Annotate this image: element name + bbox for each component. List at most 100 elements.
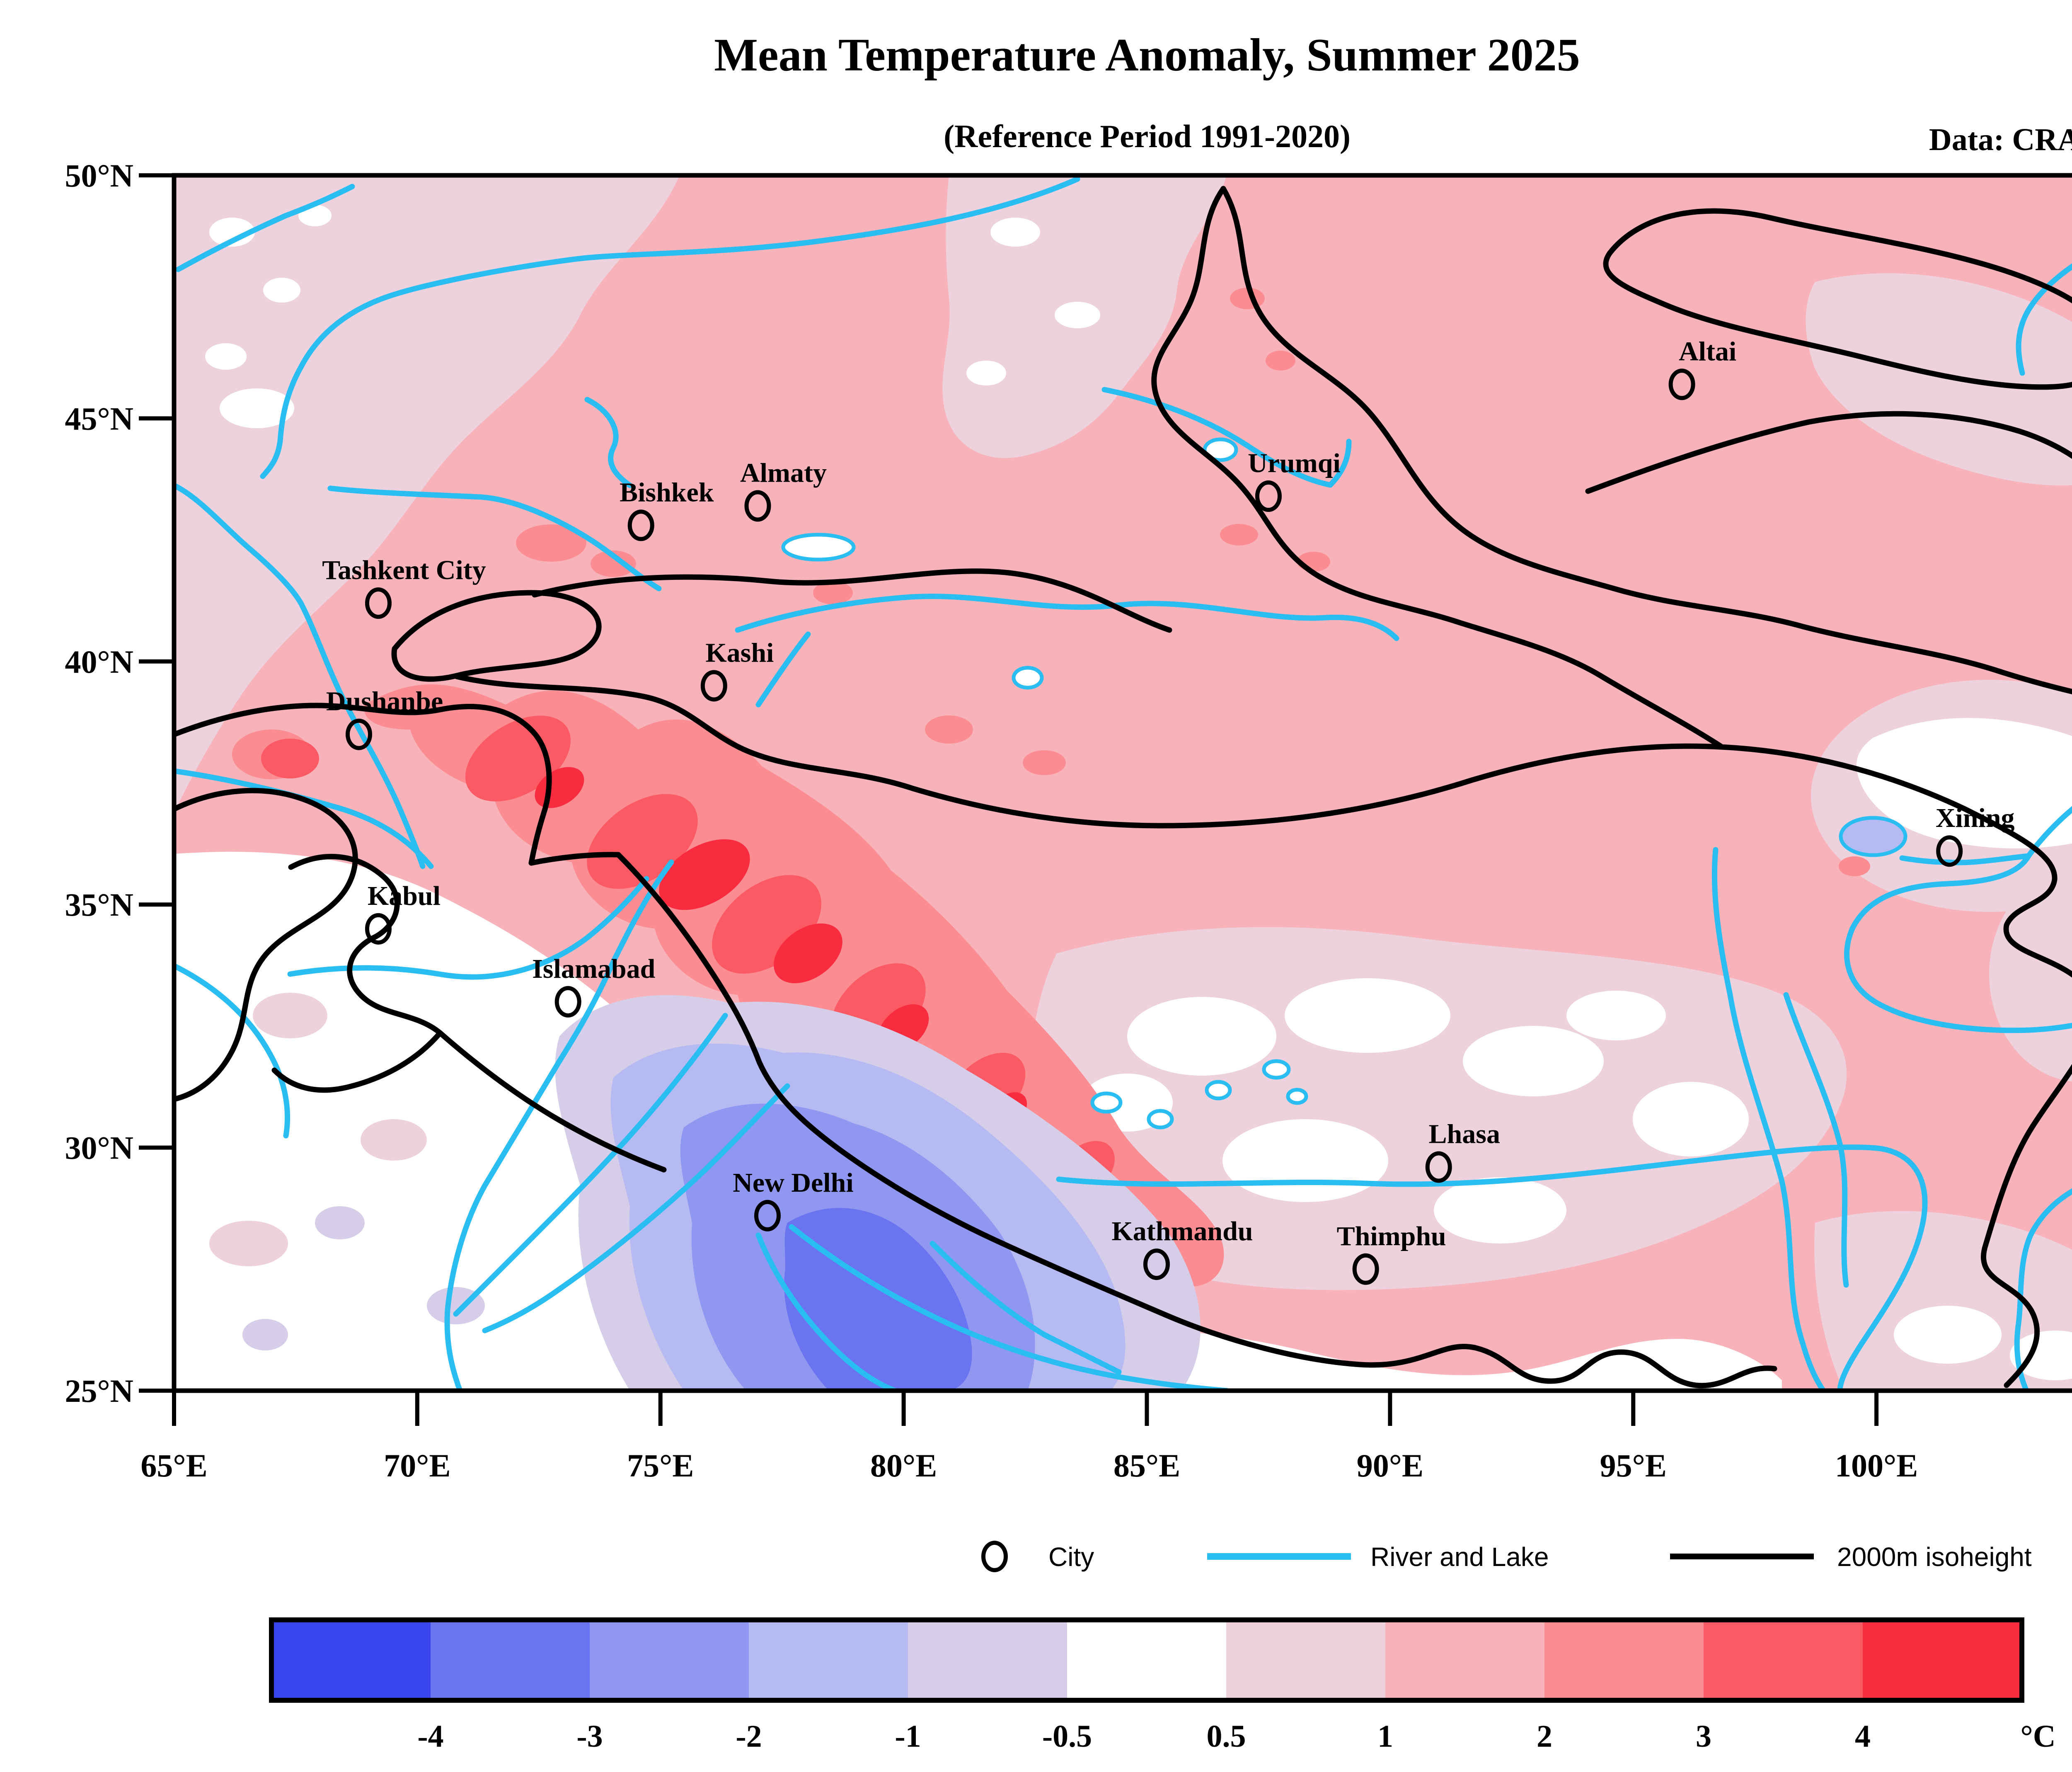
colorbar-tick-label: -4 (417, 1719, 443, 1754)
y-tick-label: 25°N (65, 1373, 133, 1409)
legend-river-label: River and Lake (1370, 1542, 1549, 1572)
isoheight-contour (615, 852, 1777, 1389)
city-marker (744, 490, 771, 522)
city-label: Thimphu (1337, 1221, 1446, 1251)
city-label: Bishkek (620, 477, 714, 507)
river (755, 631, 811, 708)
city-marker (346, 718, 373, 750)
lake (1147, 1109, 1174, 1130)
river (1783, 992, 1849, 1288)
colorbar-segment (749, 1620, 908, 1700)
city-label: Urumqi (1248, 448, 1341, 478)
legend-isoheight-label: 2000m isoheight (1837, 1542, 2032, 1572)
lake (1203, 437, 1238, 462)
colorbar-segment (1226, 1620, 1386, 1700)
river (1056, 1144, 1928, 1391)
river (174, 482, 426, 869)
city-label: Kashi (705, 638, 774, 668)
isoheight-contour (1151, 186, 1723, 749)
city-marker (365, 587, 392, 619)
river (175, 184, 355, 272)
colorbar-segment (1704, 1620, 1863, 1700)
city-label: Lhasa (1429, 1119, 1500, 1149)
city-marker (1255, 480, 1282, 512)
x-tick-label: 90°E (1357, 1447, 1423, 1484)
colorbar-segment (908, 1620, 1067, 1700)
lakes (781, 437, 1907, 1130)
river (755, 1232, 898, 1391)
river (260, 176, 1080, 479)
city-label: Tashkent City (322, 555, 486, 585)
city-label: Almaty (740, 458, 827, 488)
lake (1012, 666, 1044, 690)
city-marker (700, 670, 727, 702)
cities-group: Tashkent City Bishkek Almaty Urumqi Altai Dus… (322, 336, 2015, 1285)
colorbar-labels: -4 -3 -2 -1 -0.5 0.5 1 2 3 4 (417, 1719, 1871, 1754)
river (789, 1224, 1230, 1391)
isoheight-contour (391, 590, 602, 682)
x-tick-label: 95°E (1600, 1447, 1667, 1484)
isoheight-contour (1220, 186, 2072, 695)
river (1711, 847, 1733, 998)
river (1727, 992, 1826, 1391)
river (444, 859, 674, 1391)
city-marker (1143, 1248, 1170, 1280)
city-marker (554, 986, 581, 1018)
isoheight-contour (1585, 411, 2072, 494)
x-tick-label: 85°E (1113, 1447, 1180, 1484)
city-label: Kabul (368, 881, 441, 911)
isoheight-contour (1603, 208, 2072, 390)
city-marker (365, 913, 392, 945)
city-marker (754, 1200, 781, 1231)
y-tick-label: 45°N (65, 400, 133, 436)
colorbar: -4 -3 -2 -1 -0.5 0.5 1 2 3 4 °C (269, 1617, 2056, 1754)
lake (1090, 1091, 1123, 1114)
city-marker (1352, 1253, 1379, 1285)
y-tick-label: 35°N (65, 887, 133, 923)
colorbar-tick-label: -0.5 (1042, 1719, 1092, 1754)
colorbar-tick-label: 3 (1696, 1719, 1711, 1754)
isoheight-contour (271, 854, 443, 1093)
city-label: Islamabad (532, 954, 655, 984)
colorbar-segment (1863, 1620, 2022, 1700)
isoheight-contour (174, 788, 358, 1102)
colorbar-segments (271, 1620, 2022, 1700)
x-tick-label: 70°E (384, 1447, 450, 1484)
isoheight-contour (532, 568, 1172, 633)
colorbar-unit: °C (2020, 1719, 2055, 1754)
isoheight-contour (454, 674, 2072, 1388)
y-tick-label: 40°N (65, 644, 133, 680)
colorbar-segment (590, 1620, 749, 1700)
colorbar-segment (1067, 1620, 1227, 1700)
city-label: Xining (1936, 803, 2015, 833)
river (735, 594, 1399, 641)
city-label: Altai (1679, 336, 1736, 366)
colorbar-border (269, 1617, 2024, 1703)
y-tick-label: 30°N (65, 1130, 133, 1166)
x-tick-label: 75°E (627, 1447, 694, 1484)
colorbar-tick-label: 4 (1855, 1719, 1871, 1754)
colorbar-tick-label: -1 (895, 1719, 921, 1754)
lake-qinghai (1839, 816, 1907, 857)
colorbar-tick-label: -2 (736, 1719, 762, 1754)
colorbar-tick-label: -3 (576, 1719, 603, 1754)
lake (781, 533, 856, 562)
river (1101, 387, 1352, 488)
colorbar-tick-label: 2 (1537, 1719, 1552, 1754)
river (327, 485, 662, 591)
anomaly-field (174, 175, 2072, 1391)
river (2016, 263, 2072, 376)
river (1844, 853, 2072, 1033)
y-tick-label: 50°N (65, 158, 133, 194)
lake (1262, 1059, 1291, 1080)
x-tick-label: 65°E (140, 1447, 207, 1484)
city-marker-icon (981, 1541, 1008, 1572)
river (584, 397, 633, 488)
data-source-label: Data: CRA1.5 (1929, 122, 2072, 157)
city-marker (1668, 368, 1695, 400)
rivers (174, 176, 2072, 1391)
y-axis: 50°N 45°N 40°N 35°N 30°N 25°N (65, 158, 174, 1409)
